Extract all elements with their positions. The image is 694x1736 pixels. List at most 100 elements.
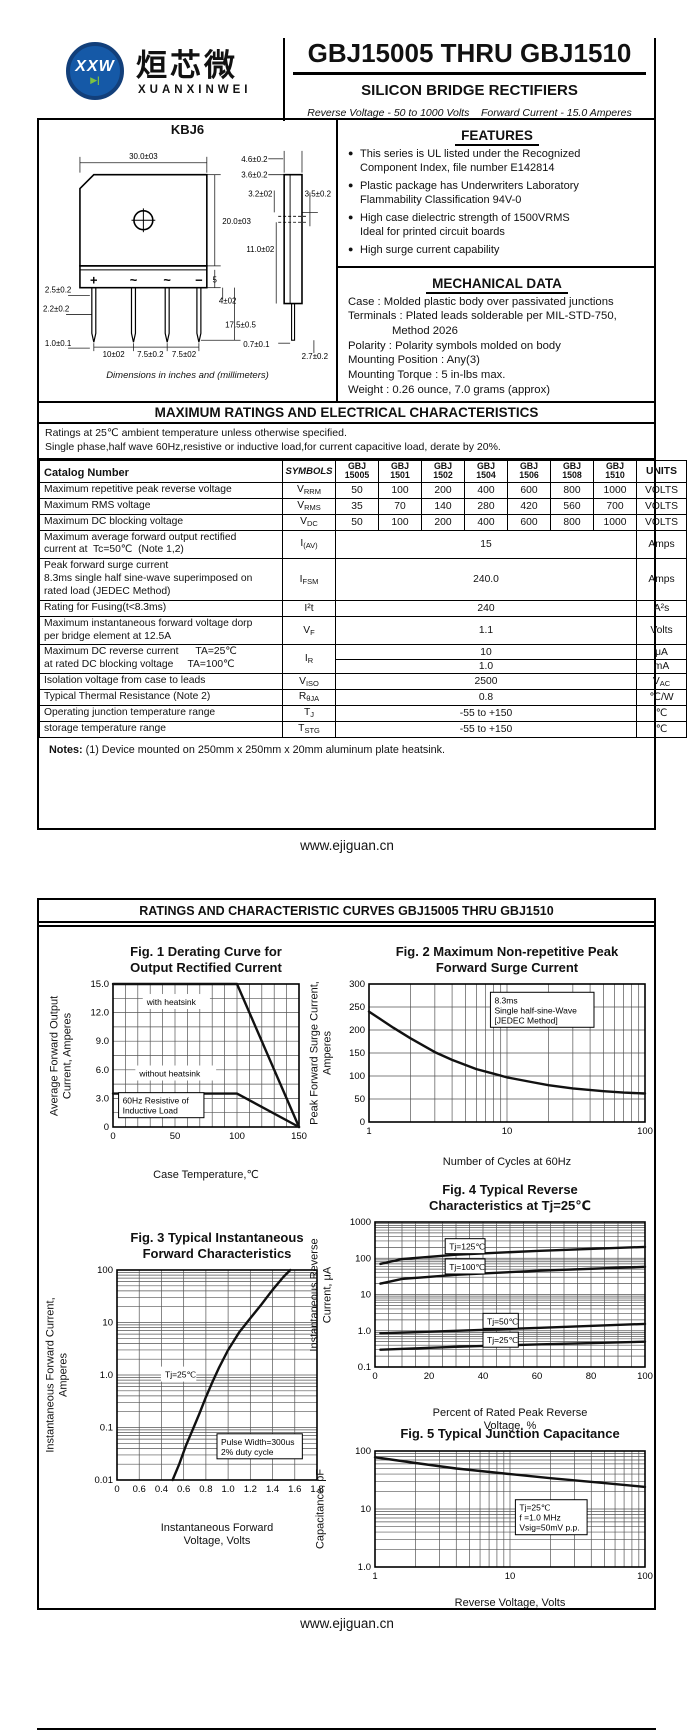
svg-text:0: 0 bbox=[372, 1371, 377, 1382]
table-row: Maximum average forward output rectified… bbox=[39, 529, 687, 560]
model-column-header: GBJ 1510 bbox=[593, 459, 637, 483]
features-heading: FEATURES bbox=[348, 128, 646, 146]
svg-text:1.8: 1.8 bbox=[310, 1484, 323, 1495]
dim-label: 11.0±02 bbox=[246, 245, 274, 254]
package-side-view bbox=[278, 173, 308, 341]
svg-text:1.0: 1.0 bbox=[222, 1484, 235, 1495]
svg-text:1.0: 1.0 bbox=[100, 1370, 113, 1381]
logo-circle-icon: XXW ▶| bbox=[66, 42, 124, 100]
svg-text:Vsig=50mV p.p.: Vsig=50mV p.p. bbox=[519, 1522, 579, 1532]
svg-text:0: 0 bbox=[104, 1122, 109, 1133]
svg-text:Pulse Width=300us: Pulse Width=300us bbox=[221, 1437, 294, 1447]
chart-title: Fig. 1 Derating Curve for Output Rectifi… bbox=[130, 944, 282, 975]
ratings-tagline: Reverse Voltage - 50 to 1000 Volts Forwa… bbox=[307, 107, 632, 119]
svg-text:15.0: 15.0 bbox=[91, 979, 110, 990]
features-section: FEATURES ● This series is UL listed under… bbox=[338, 120, 654, 268]
chart-x-axis-label: Instantaneous Forward Voltage, Volts bbox=[160, 1522, 274, 1548]
svg-text:1.0: 1.0 bbox=[358, 1562, 371, 1573]
package-name: KBJ6 bbox=[170, 122, 205, 137]
mechanical-line: Terminals : Plated leads solderable per … bbox=[348, 310, 617, 323]
svg-text:100: 100 bbox=[637, 1371, 653, 1382]
svg-text:10: 10 bbox=[102, 1318, 113, 1329]
chart-plot: 0 0.6 0.4 0.6 0.8 1.0 1.2 1.4 1.6 1.8 0.01 0.1 1.0 10… bbox=[95, 1265, 324, 1495]
dim-label: + bbox=[90, 273, 98, 288]
dim-label: 3.2±02 bbox=[248, 189, 272, 198]
svg-text:50: 50 bbox=[170, 1131, 181, 1142]
chart-x-axis-label: Percent of Rated Peak Reverse Voltage, % bbox=[432, 1407, 588, 1433]
bullet-icon: ● bbox=[348, 244, 354, 255]
svg-text:Tj=50℃: Tj=50℃ bbox=[487, 1317, 518, 1327]
svg-text:50: 50 bbox=[354, 1094, 365, 1105]
ratings-condition-1: Ratings at 25℃ ambient temperature unles… bbox=[45, 427, 347, 440]
svg-text:200: 200 bbox=[349, 1025, 365, 1036]
feature-item: ● High case dielectric strength of 1500VR… bbox=[348, 211, 646, 239]
model-column-header: GBJ 1506 bbox=[507, 459, 551, 483]
title-block: GBJ15005 THRU GBJ1510 SILICON BRIDGE REC… bbox=[283, 38, 656, 121]
svg-text:0.4: 0.4 bbox=[155, 1484, 168, 1495]
curves-heading-rule bbox=[39, 925, 654, 927]
svg-text:8.3ms: 8.3ms bbox=[494, 995, 517, 1005]
chart-y-axis-label: Capacitance, pF bbox=[314, 1468, 327, 1550]
dim-label: 7.5±0.2 bbox=[137, 350, 163, 359]
feature-text: Plastic package has Underwriters Laborat… bbox=[360, 180, 579, 207]
svg-text:80: 80 bbox=[586, 1371, 597, 1382]
chart-plot: 1 10 100 1.0 10 100 Tj=25℃f =1.0 MHzVsig=50mV … bbox=[355, 1446, 653, 1582]
dim-label: 7.5±02 bbox=[172, 350, 196, 359]
mechanical-line: Mounting Position : Any(3) bbox=[348, 354, 480, 367]
mechanical-line: Polarity : Polarity symbols molded on bo… bbox=[348, 339, 561, 352]
svg-text:f =1.0 MHz: f =1.0 MHz bbox=[519, 1512, 560, 1522]
table-row: Maximum DC reverse current TA=25℃ at rat… bbox=[39, 644, 687, 675]
svg-text:100: 100 bbox=[229, 1131, 245, 1142]
svg-text:100: 100 bbox=[97, 1265, 113, 1276]
chart-x-axis-label: Reverse Voltage, Volts bbox=[454, 1596, 566, 1609]
chart-x-axis-label: Case Temperature,℃ bbox=[153, 1169, 259, 1182]
dim-label: 5 bbox=[213, 276, 218, 285]
svg-text:0: 0 bbox=[114, 1484, 119, 1495]
dim-label: 30.0±03 bbox=[129, 152, 158, 161]
svg-text:0: 0 bbox=[360, 1117, 365, 1128]
svg-text:Tj=100℃: Tj=100℃ bbox=[449, 1262, 485, 1272]
svg-text:60Hz Resistive of: 60Hz Resistive of bbox=[123, 1096, 190, 1106]
svg-text:0.01: 0.01 bbox=[95, 1475, 114, 1486]
model-column-header: GBJ 15005 bbox=[335, 459, 379, 483]
svg-text:0.1: 0.1 bbox=[358, 1362, 371, 1373]
svg-text:100: 100 bbox=[637, 1571, 653, 1582]
company-name-cn: 烜芯微 bbox=[136, 48, 238, 83]
table-row: storage temperature range TSTG -55 to +150… bbox=[39, 720, 687, 738]
svg-text:Tj=125℃: Tj=125℃ bbox=[449, 1242, 485, 1252]
svg-text:10: 10 bbox=[360, 1290, 371, 1301]
company-logo: XXW ▶| 烜芯微 XUANXINWEI bbox=[66, 40, 276, 118]
ratings-conditions: Ratings at 25℃ ambient temperature unles… bbox=[39, 424, 654, 460]
svg-text:0.6: 0.6 bbox=[177, 1484, 190, 1495]
chart-surge-current: Fig. 2 Maximum Non-repetitive Peak Forwa… bbox=[308, 944, 666, 1169]
dim-label: 2.7±0.2 bbox=[302, 352, 328, 361]
svg-text:Single half-sine-Wave: Single half-sine-Wave bbox=[494, 1005, 577, 1015]
chart-title: Fig. 5 Typical Junction Capacitance bbox=[400, 1426, 620, 1441]
dim-label: 1.0±0.1 bbox=[45, 339, 72, 348]
table-notes: Notes: (1) Device mounted on 250mm x 250… bbox=[39, 738, 654, 762]
chart-y-axis-label: Peak Forward Surge Current, Amperes bbox=[308, 981, 333, 1125]
table-row: Typical Thermal Resistance (Note 2) RθJA 0… bbox=[39, 688, 687, 706]
svg-text:100: 100 bbox=[637, 1126, 653, 1137]
bullet-icon: ● bbox=[348, 148, 354, 158]
svg-text:3.0: 3.0 bbox=[96, 1094, 109, 1105]
chart-y-axis-label: Instantaneous Reverse Current, μA bbox=[308, 1237, 333, 1352]
page1-footer-url: www.ejiguan.cn bbox=[300, 838, 394, 853]
mechanical-lines: Case : Molded plastic body over passivat… bbox=[348, 295, 646, 398]
model-column-header: GBJ 1508 bbox=[550, 459, 594, 483]
chart-x-axis-label: Number of Cycles at 60Hz bbox=[442, 1156, 572, 1169]
svg-text:10: 10 bbox=[502, 1126, 513, 1137]
chart-forward-characteristics: Fig. 3 Typical Instantaneous Forward Cha… bbox=[44, 1230, 341, 1549]
dim-label: 10±02 bbox=[103, 350, 125, 359]
svg-text:Tj=25℃: Tj=25℃ bbox=[165, 1370, 196, 1380]
chart-derating-curve: Fig. 1 Derating Curve for Output Rectifi… bbox=[48, 944, 321, 1182]
chart-y-axis-label: Instantaneous Forward Current, Amperes bbox=[44, 1297, 69, 1453]
mechanical-data-section: MECHANICAL DATA Case : Molded plastic bo… bbox=[338, 268, 654, 402]
ratings-condition-2: Single phase,half wave 60Hz,resistive or… bbox=[45, 441, 501, 454]
table-row: Operating junction temperature range TJ -5… bbox=[39, 704, 687, 722]
table-row: Maximum repetitive peak reverse voltage V… bbox=[39, 481, 687, 499]
svg-text:2% duty cycle: 2% duty cycle bbox=[221, 1447, 274, 1457]
device-type-subtitle: SILICON BRIDGE RECTIFIERS bbox=[361, 82, 578, 99]
svg-text:6.0: 6.0 bbox=[96, 1065, 109, 1076]
